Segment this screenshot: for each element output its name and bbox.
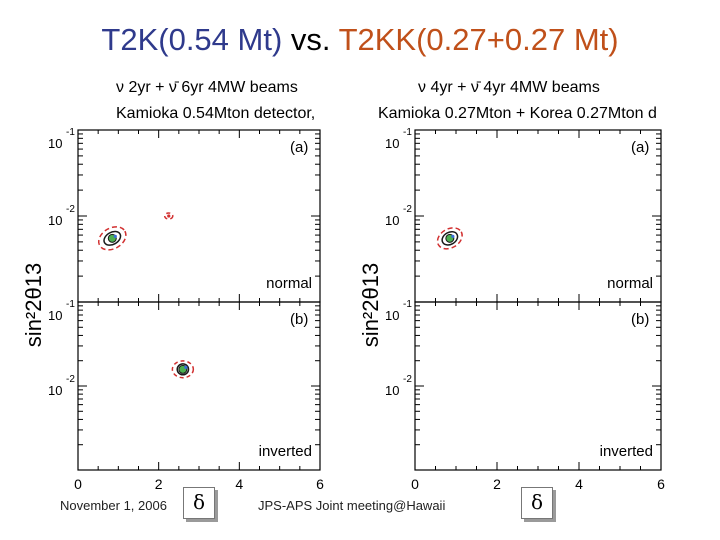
y-tick-label-top: 10 -1: [48, 299, 75, 323]
contour-ellipse: [163, 212, 174, 220]
y-axis-label: sin²2θ13: [21, 263, 46, 347]
panel-hierarchy-label: normal: [607, 275, 653, 292]
x-tick-label: 4: [235, 476, 243, 492]
panel-inverted: 10 -1 10 -2 (b) inverted: [385, 299, 662, 471]
fake-solution-point: [167, 214, 171, 218]
y-tick-label-exponent: -1: [66, 127, 75, 138]
x-tick-label: 2: [155, 476, 163, 492]
title-vs: vs.: [282, 22, 339, 57]
y-tick-label-base: 10: [385, 308, 399, 323]
y-tick-label-base: 10: [385, 136, 399, 151]
panel-hierarchy-label: normal: [266, 275, 312, 292]
y-tick-label-base: 10: [48, 136, 62, 151]
panel-hierarchy-label: inverted: [259, 443, 312, 460]
contour-ellipse: [176, 363, 190, 376]
panel-tag: (b): [631, 311, 649, 328]
x-tick-label: 2: [493, 476, 501, 492]
delta-axis-label-right: δ: [521, 487, 553, 519]
y-tick-label-exponent: -1: [403, 299, 412, 310]
panel-tag: (b): [290, 311, 308, 328]
contour-ellipse: [171, 360, 195, 379]
y-tick-label-exponent: -2: [403, 374, 412, 385]
y-tick-label-mid: 10 -2: [48, 374, 75, 398]
panel-normal: 10 -1 10 -2 (a) normal: [385, 127, 662, 303]
y-tick-label-exponent: -2: [403, 204, 412, 215]
y-tick-label-base: 10: [385, 213, 399, 228]
panel-tag: (a): [631, 139, 649, 156]
y-tick-label-mid: 10 -2: [385, 374, 412, 398]
y-tick-label-base: 10: [48, 213, 62, 228]
data-point-center: [451, 234, 455, 238]
x-tick-label: 6: [316, 476, 324, 492]
contour-ellipse: [103, 230, 122, 246]
y-tick-label-top: 10 -1: [385, 127, 412, 151]
chart-right: ν 4yr + ν̄ 4yr 4MW beams Kamioka 0.27Mton…: [358, 79, 665, 492]
panel-inverted: 10 -1 10 -2 (b) inverted: [48, 299, 321, 471]
y-tick-label-base: 10: [385, 383, 399, 398]
y-tick-label-exponent: -2: [66, 204, 75, 215]
chart-left: ν 2yr + ν̄ 6yr 4MW beams Kamioka 0.54Mton…: [21, 79, 324, 492]
chart-header-line2: Kamioka 0.54Mton detector,: [116, 105, 315, 122]
x-tick-label: 0: [74, 476, 82, 492]
y-axis-label: sin²2θ13: [358, 263, 383, 347]
title-t2k: T2K(0.54 Mt): [101, 22, 283, 57]
y-tick-label-exponent: -1: [66, 299, 75, 310]
panel-hierarchy-label: inverted: [600, 443, 653, 460]
title-t2kk: T2KK(0.27+0.27 Mt): [338, 22, 619, 57]
panel-normal: 10 -1 10 -2 (a) normal: [48, 127, 321, 303]
panel-tag: (a): [290, 139, 308, 156]
x-tick-label: 4: [575, 476, 583, 492]
chart-header-line1: ν 2yr + ν̄ 6yr 4MW beams: [116, 79, 298, 96]
y-tick-label-top: 10 -1: [48, 127, 75, 151]
y-tick-label-mid: 10 -2: [48, 204, 75, 228]
contour-ellipse: [97, 226, 127, 251]
y-tick-label-exponent: -1: [403, 127, 412, 138]
data-point-center: [113, 234, 117, 238]
data-point-center: [184, 365, 188, 369]
footer-date: November 1, 2006: [60, 498, 167, 513]
y-tick-label-mid: 10 -2: [385, 204, 412, 228]
x-tick-label: 6: [657, 476, 665, 492]
y-tick-label-top: 10 -1: [385, 299, 412, 323]
contour-ellipse: [441, 230, 459, 246]
slide-title: T2K(0.54 Mt) vs. T2KK(0.27+0.27 Mt): [0, 22, 720, 58]
chart-header-line1: ν 4yr + ν̄ 4yr 4MW beams: [418, 79, 600, 96]
footer-event: JPS-APS Joint meeting@Hawaii: [258, 498, 446, 513]
x-tick-label: 0: [411, 476, 419, 492]
y-tick-label-exponent: -2: [66, 374, 75, 385]
delta-axis-label-left: δ: [183, 487, 215, 519]
y-tick-label-base: 10: [48, 383, 62, 398]
chart-header-line2: Kamioka 0.27Mton + Korea 0.27Mton d: [378, 105, 657, 122]
y-tick-label-base: 10: [48, 308, 62, 323]
